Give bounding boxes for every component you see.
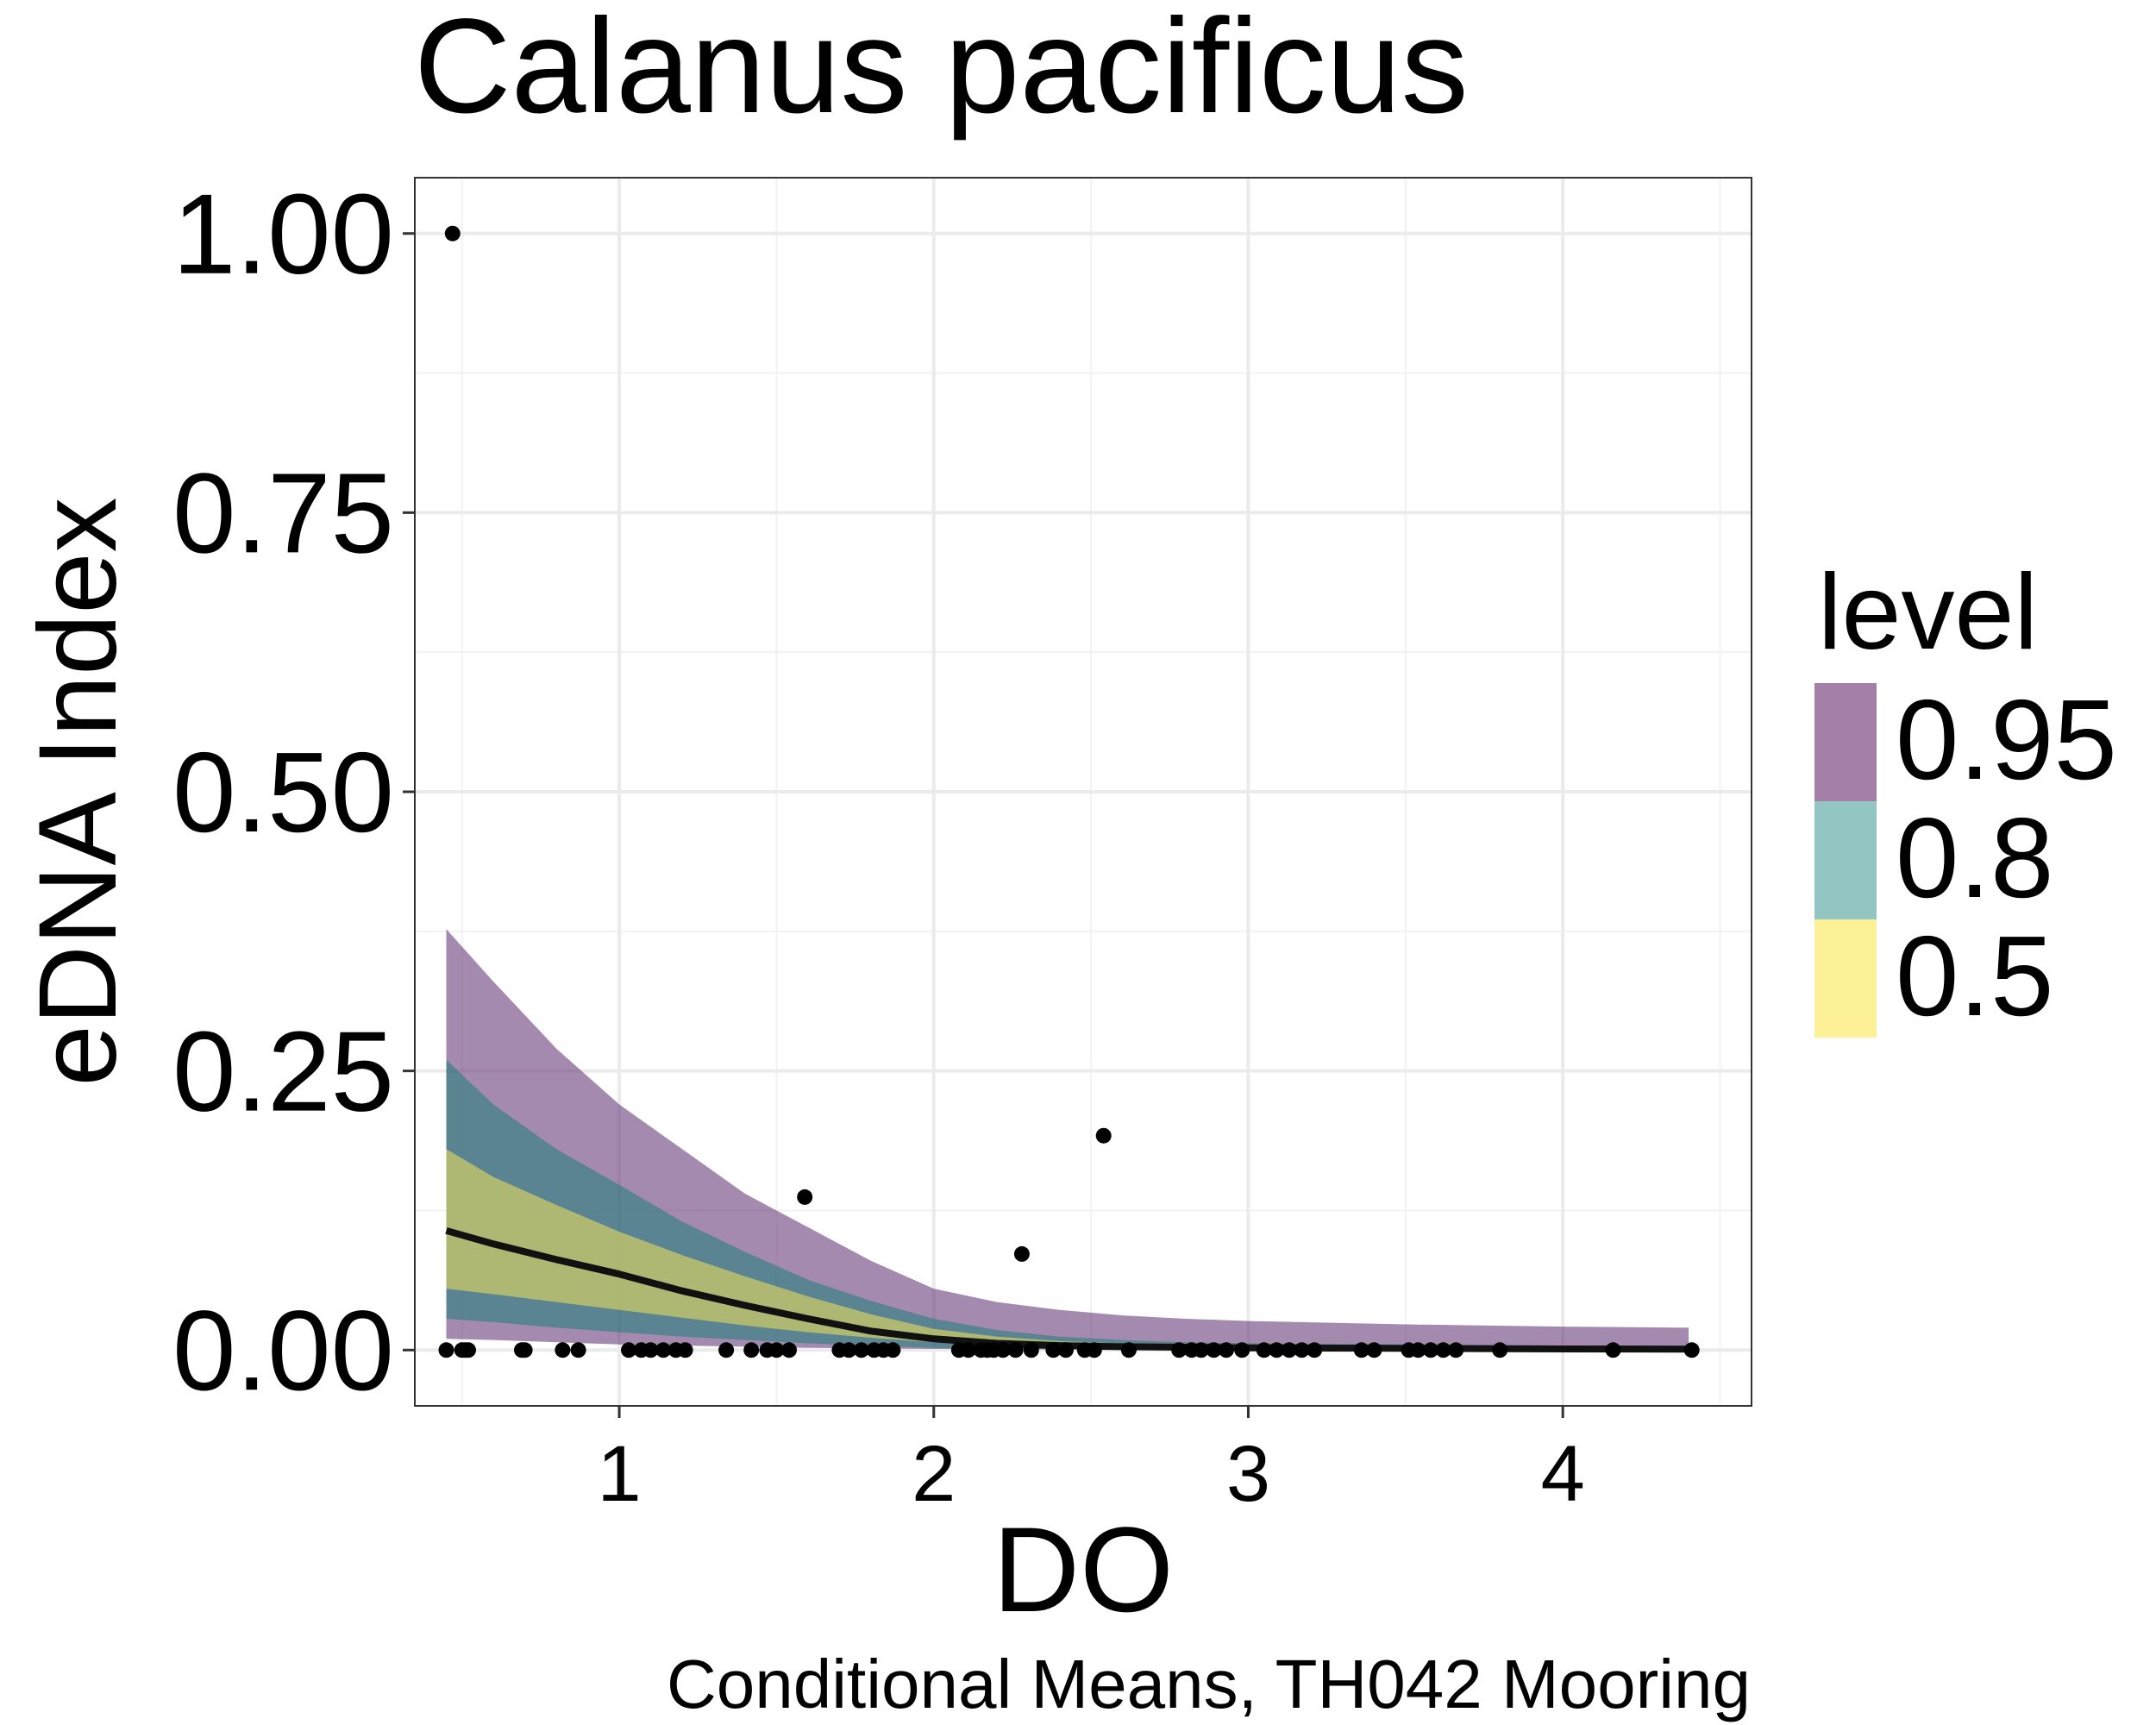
data-point [743,1342,760,1358]
data-point [1086,1342,1102,1358]
data-point [1095,1127,1112,1144]
data-point [570,1342,586,1358]
data-point [1269,1342,1285,1358]
x-tick-label: 2 [912,1430,956,1518]
data-point [461,1342,476,1358]
data-point [1023,1342,1039,1358]
y-axis-label: eDNA Index [16,497,140,1086]
legend-label-0.95: 0.95 [1896,676,2117,803]
data-point [621,1342,636,1358]
y-tick-label: 0.00 [172,1287,394,1414]
data-point [555,1342,571,1358]
data-point [1256,1342,1272,1358]
data-point [1366,1342,1382,1358]
y-axis: 0.00 0.25 0.50 0.75 1.00 [172,171,415,1414]
data-point [853,1342,869,1358]
y-tick-label: 1.00 [172,171,394,298]
data-point [1353,1342,1369,1358]
data-point [1448,1342,1464,1358]
legend-key-0.8 [1814,801,1877,919]
data-point [781,1342,797,1358]
credible-bands [446,929,1689,1351]
data-point [1193,1342,1209,1358]
data-point [1057,1342,1074,1358]
data-point [444,225,461,242]
legend-key-0.5 [1814,919,1877,1038]
data-point [642,1342,659,1358]
data-point [995,1342,1011,1358]
data-point [1171,1342,1188,1358]
data-point [1423,1342,1438,1358]
data-point [1294,1342,1310,1358]
data-point [438,1342,454,1358]
data-point [1120,1342,1137,1358]
data-point [841,1342,857,1358]
y-tick-label: 0.50 [172,729,394,856]
legend-label-0.5: 0.5 [1896,913,2054,1039]
band-0.5 [446,1149,1689,1350]
data-point [1410,1342,1426,1358]
y-tick-label: 0.25 [172,1008,394,1135]
data-point [797,1189,813,1205]
data-point [1206,1342,1222,1358]
legend-label-0.8: 0.8 [1896,794,2054,921]
band-0.8 [446,1059,1689,1351]
x-axis-label: DO [993,1502,1174,1637]
data-point [1218,1342,1234,1358]
data-point [718,1342,735,1358]
data-point [1605,1342,1621,1358]
data-point [1045,1342,1062,1358]
data-point [885,1342,901,1358]
data-point [1435,1342,1451,1358]
x-tick-label: 3 [1226,1430,1270,1518]
data-point [1013,1245,1030,1262]
x-axis: 1 2 3 4 [597,1406,1585,1518]
data-point [1234,1342,1250,1358]
data-point [1683,1342,1700,1358]
x-tick-label: 1 [597,1430,641,1518]
data-point [1307,1342,1323,1358]
chart-caption: Conditional Means, TH042 Mooring [667,1646,1751,1722]
legend-title: level [1818,553,2038,672]
chart-title: Calanus pacificus [414,0,1469,141]
data-point [960,1342,976,1358]
y-tick-label: 0.75 [172,449,394,576]
band-0.95 [446,929,1689,1351]
data-point [655,1342,672,1358]
x-tick-label: 4 [1541,1430,1585,1518]
data-point [1281,1342,1297,1358]
data-point [1007,1342,1024,1358]
data-points [438,225,1700,1358]
data-point [517,1342,533,1358]
data-point [677,1342,693,1358]
data-point [768,1342,785,1358]
legend-key-0.95 [1814,683,1877,801]
data-point [1492,1342,1508,1358]
